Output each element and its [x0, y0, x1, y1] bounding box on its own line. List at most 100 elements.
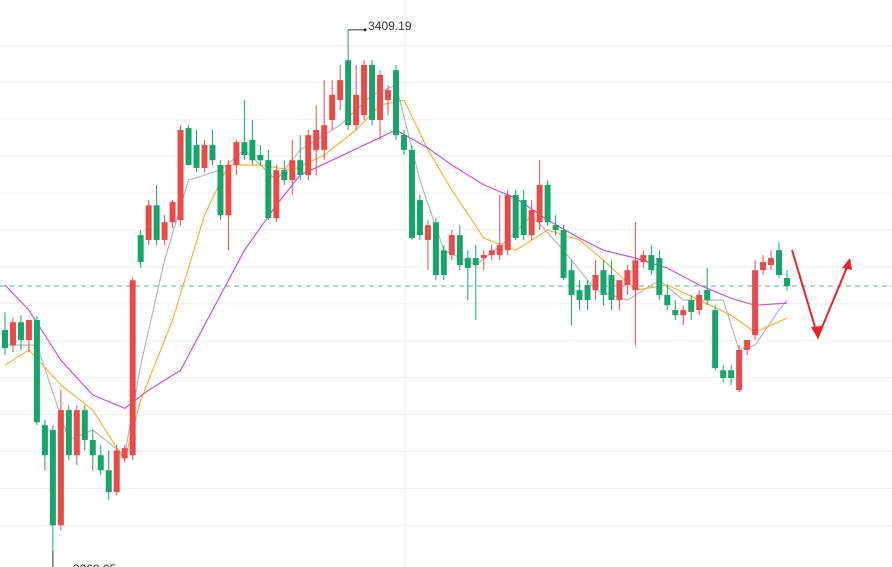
candle-body — [568, 270, 575, 295]
candle-body — [33, 320, 40, 423]
candle-body — [9, 322, 16, 346]
candle-body — [273, 170, 280, 219]
candle-body — [584, 284, 591, 301]
candle-body — [512, 194, 519, 239]
candle-body — [177, 129, 184, 221]
candle-body — [728, 370, 735, 378]
candle-body — [209, 145, 216, 161]
candle-body — [408, 149, 415, 239]
candle-body — [393, 70, 399, 136]
candle-body — [536, 184, 543, 223]
candle-body — [217, 165, 224, 216]
candle-body — [672, 310, 679, 316]
candle-body — [664, 294, 671, 306]
candle-body — [480, 255, 487, 259]
candle-body — [97, 455, 104, 471]
candle-body — [736, 349, 743, 391]
moving-average-line — [5, 84, 788, 457]
candle-body — [145, 205, 152, 240]
candle-body — [337, 80, 344, 101]
candle-body — [560, 229, 567, 278]
candle-body — [432, 222, 439, 276]
high-label: 3409.19 — [368, 19, 412, 33]
candle-body — [41, 425, 48, 456]
candle-body — [496, 245, 503, 256]
candle-body — [65, 410, 72, 456]
candle-body — [424, 225, 431, 240]
candle-body — [592, 275, 599, 291]
candle-body — [89, 440, 96, 456]
candle-body — [265, 160, 272, 219]
candle-body — [17, 322, 24, 340]
candle-body — [760, 262, 767, 271]
candle-body — [113, 450, 120, 493]
candle-body — [193, 145, 200, 168]
candle-body — [313, 129, 320, 150]
candle-body — [712, 310, 719, 369]
candle-body — [720, 370, 727, 378]
forecast-arrow — [791, 249, 851, 340]
candle-body — [688, 300, 695, 312]
candle-body — [2, 330, 8, 349]
candle-body — [185, 128, 192, 166]
candle-body — [225, 165, 232, 216]
candle-body — [600, 270, 607, 295]
candle-body — [281, 170, 288, 181]
candle-body — [632, 260, 639, 291]
high-dot — [363, 28, 367, 32]
candle-body — [696, 294, 703, 311]
candle-body — [704, 290, 711, 301]
candle-body — [472, 258, 479, 266]
candle-body — [369, 64, 376, 120]
candle-body — [105, 470, 112, 493]
candle-body — [201, 145, 208, 168]
candle-body — [241, 142, 248, 156]
candle-body — [385, 90, 392, 101]
candle-body — [289, 160, 296, 181]
candle-body — [345, 60, 352, 126]
candle-body — [416, 200, 423, 236]
candle-body — [400, 135, 407, 150]
candle-body — [49, 430, 56, 526]
candle-body — [305, 135, 312, 175]
moving-average-line — [4, 99, 788, 462]
candle-body — [81, 410, 88, 441]
candle-body — [640, 255, 647, 263]
arrow-head — [842, 258, 852, 270]
candle-body — [57, 410, 64, 526]
candle-body — [129, 280, 136, 456]
candle-body — [784, 277, 790, 287]
candle-body — [752, 270, 759, 336]
candle-body — [528, 210, 535, 236]
candle-body — [608, 275, 615, 301]
candle-body — [353, 94, 360, 126]
candle-body — [744, 339, 751, 350]
moving-average-line — [4, 129, 788, 409]
candle-body — [377, 74, 384, 120]
candle-body — [680, 310, 687, 316]
candle-body — [137, 235, 144, 263]
candle-body — [161, 222, 168, 240]
candle-body — [520, 200, 527, 236]
candle-body — [656, 258, 663, 295]
candle-body — [440, 250, 447, 276]
candle-body — [329, 94, 336, 120]
candle-body — [464, 258, 471, 268]
candle-body — [321, 125, 328, 150]
candle-body — [552, 225, 559, 230]
candle-body — [257, 155, 264, 161]
candle-body — [25, 320, 32, 340]
candle-body — [361, 64, 368, 116]
candle-body — [73, 410, 80, 456]
candle-body — [153, 205, 160, 240]
candle-body — [544, 184, 551, 223]
candle-body — [648, 255, 655, 271]
candle-body — [624, 270, 631, 285]
candle-body — [768, 258, 775, 266]
candle-body — [576, 290, 583, 301]
candle-body — [169, 201, 176, 223]
low-label: 3268.05 — [73, 562, 117, 567]
candle-body — [488, 250, 495, 256]
candle-body — [249, 139, 256, 161]
